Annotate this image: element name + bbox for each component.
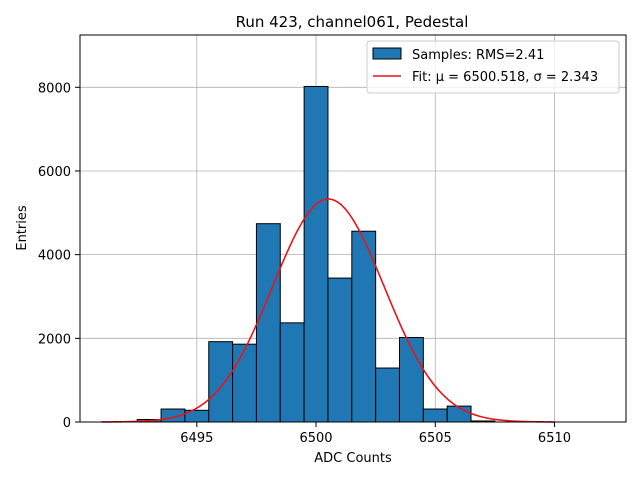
- legend: Samples: RMS=2.41 Fit: μ = 6500.518, σ =…: [366, 40, 620, 94]
- x-axis-ticks: 6495 6500 6505 6510: [180, 422, 571, 446]
- histogram-bar: [255, 223, 281, 423]
- histogram-bar: [327, 277, 353, 423]
- histogram-bar: [375, 367, 400, 423]
- legend-fit-label: Fit: μ = 6500.518, σ = 2.343: [412, 70, 598, 85]
- y-axis-ticks: 0 2000 4000 6000 8000: [38, 81, 80, 431]
- fit-curve: [101, 198, 555, 423]
- x-tick-label: 6505: [419, 431, 452, 446]
- histogram-bar: [232, 343, 257, 423]
- legend-samples-label: Samples: RMS=2.41: [412, 48, 544, 63]
- y-tick-label: 0: [63, 416, 71, 431]
- histogram-bars: [136, 85, 496, 423]
- x-axis-label: ADC Counts: [314, 451, 392, 466]
- histogram-bar: [279, 322, 305, 423]
- y-tick-label: 8000: [38, 81, 71, 96]
- legend-box: [366, 40, 620, 94]
- histogram-bar: [422, 408, 448, 423]
- x-tick-label: 6510: [538, 431, 571, 446]
- fit-curve-group: [101, 198, 555, 423]
- legend-samples-swatch: [372, 47, 402, 60]
- y-axis-label: Entries: [15, 205, 30, 251]
- histogram-bar: [398, 336, 424, 423]
- x-tick-label: 6500: [299, 431, 332, 446]
- histogram-bar: [208, 341, 234, 423]
- y-tick-label: 2000: [38, 332, 71, 347]
- x-tick-label: 6495: [180, 431, 213, 446]
- plot-area-frame: [79, 34, 627, 423]
- histogram-bar: [303, 85, 329, 423]
- y-tick-label: 4000: [38, 249, 71, 264]
- y-tick-label: 6000: [38, 165, 71, 180]
- chart-title: Run 423, channel061, Pedestal: [236, 13, 469, 31]
- histogram-bar: [351, 230, 377, 423]
